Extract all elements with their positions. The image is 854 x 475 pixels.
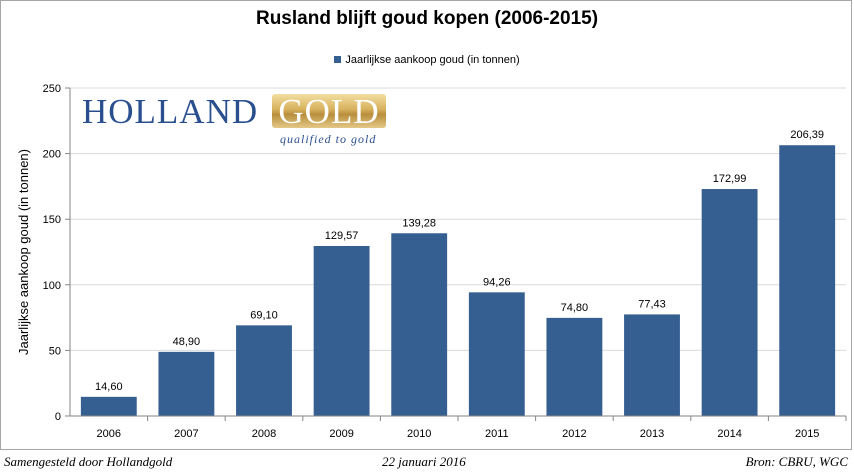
bar-2013 [624,314,680,416]
bar-2015 [779,145,836,417]
x-tick-label-2009: 2009 [329,428,353,440]
data-label-2009: 129,57 [325,230,359,242]
footer-source: Bron: CBRU, WGC [745,454,848,469]
x-tick-label-2006: 2006 [97,428,121,440]
x-tick-label-2007: 2007 [174,428,198,440]
legend-label: Jaarlijkse aankoop goud (in tonnen) [345,54,520,66]
bar-2012 [546,317,603,416]
logo-word-gold: GOLD [278,92,380,131]
x-tick-label-2014: 2014 [717,428,741,440]
y-tick-label: 150 [43,214,61,226]
y-tick-label: 0 [55,411,61,423]
data-label-2015: 206,39 [790,129,824,141]
bar-2006 [80,396,137,416]
plot-area: 14,60 48,90 69,10 129,57 139,28 94,26 74,80 77,… [16,83,847,440]
bar-2007 [158,351,215,416]
y-tick-label: 250 [43,83,61,95]
chart-title: Rusland blijft goud kopen (2006-2015) [255,8,599,29]
data-label-2014: 172,99 [713,173,747,185]
y-axis-title: Jaarlijkse aankoop goud (in tonnen) [16,149,31,355]
bar-2008 [236,325,292,416]
x-tick-label-2015: 2015 [795,428,819,440]
data-label-2007: 48,90 [173,336,201,348]
x-tick-label-2008: 2008 [252,428,276,440]
legend: Jaarlijkse aankoop goud (in tonnen) [0,54,854,66]
data-label-2013: 77,43 [638,298,666,310]
bar-2010 [391,233,448,416]
data-label-2006: 14,60 [95,381,123,393]
data-label-2011: 94,26 [483,276,511,288]
logo-tagline: qualified to gold [280,132,377,146]
data-label-2010: 139,28 [402,217,436,229]
x-tick-label-2011: 2011 [485,428,509,440]
x-tick-label-2012: 2012 [562,428,586,440]
data-label-2008: 69,10 [250,309,278,321]
y-tick-label: 200 [43,149,61,161]
bar-2009 [313,246,370,416]
legend-swatch [334,56,342,63]
hollandgold-logo: HOLLAND GOLD qualified to gold [80,92,390,152]
x-tick-label-2010: 2010 [407,428,431,440]
bar-2014 [701,189,758,416]
x-tick-label-2013: 2013 [640,428,664,440]
y-tick-label: 50 [49,345,61,357]
footer-date: 22 januari 2016 [382,454,466,469]
bar-2011 [468,292,525,416]
y-tick-label: 100 [43,280,61,292]
data-label-2012: 74,80 [561,302,589,314]
logo-word-holland: HOLLAND [82,92,259,131]
footer-author: Samengesteld door Hollandgold [4,454,173,469]
logo-gold-plate [272,94,386,128]
